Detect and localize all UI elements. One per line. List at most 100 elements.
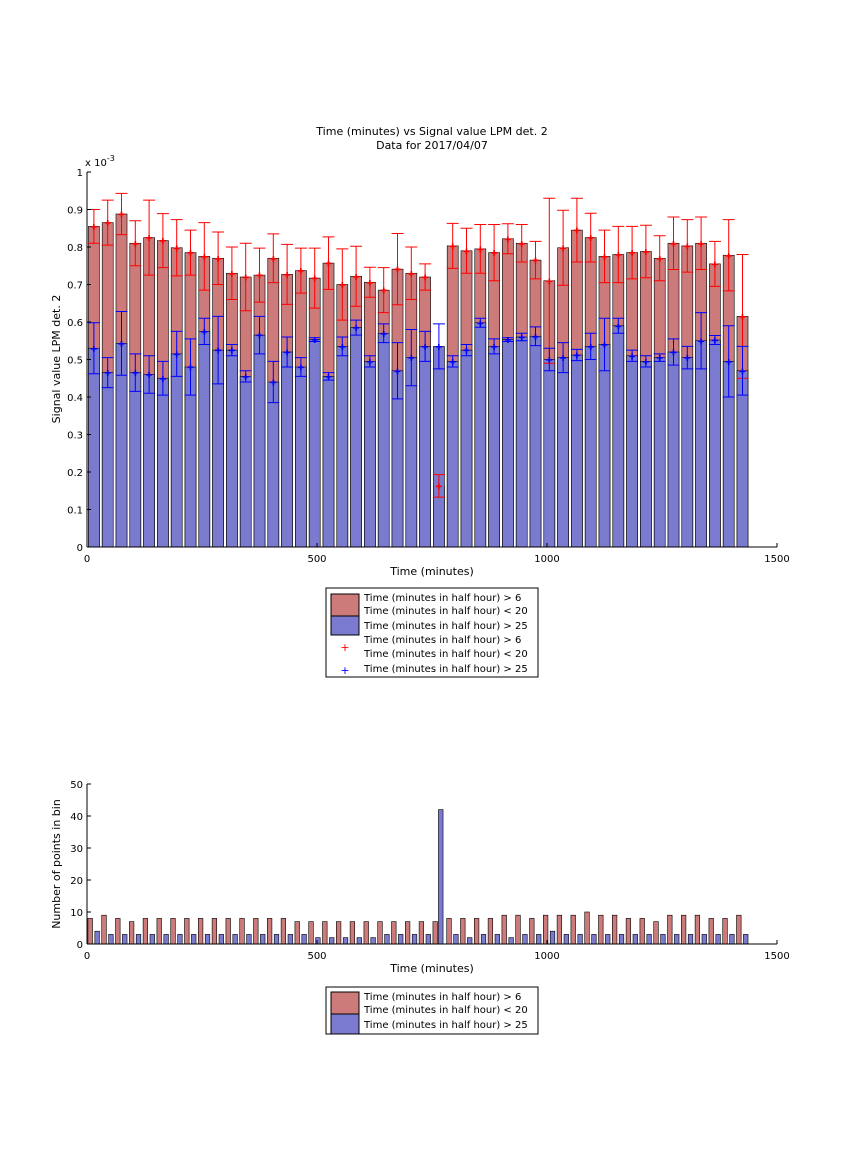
marker-red-2: + <box>118 210 125 219</box>
bar-blue-1-10 <box>232 934 238 945</box>
marker-blue-5: + <box>160 374 167 383</box>
count-chart: 0 500 1000 1500 0 10 20 30 40 50 Time (minutes) N… <box>50 780 790 975</box>
bar-red-1-11 <box>239 918 245 945</box>
marker-blue-23: + <box>408 354 415 363</box>
errorbar-blue-9: + <box>212 315 225 385</box>
bar-blue-1-7 <box>191 934 197 945</box>
bar-red-1-40 <box>639 918 645 945</box>
bar-red-1-41 <box>653 921 659 945</box>
bar-red-1-32 <box>529 918 535 945</box>
errorbar-red-12: + <box>253 247 266 303</box>
bar-blue-1-12 <box>260 934 266 945</box>
y-tick-label-1-4: 40 <box>70 812 83 823</box>
marker-blue-38: + <box>615 322 622 331</box>
bar-blue-0-37 <box>598 344 611 548</box>
errorbar-blue-34: + <box>557 342 570 374</box>
bar-blue-0-33 <box>543 359 556 548</box>
bar-blue-0-8 <box>198 331 211 548</box>
bar-blue-1-39 <box>632 934 638 945</box>
marker-blue-36: + <box>587 342 594 351</box>
legend-blue-marker-icon: + <box>340 664 349 677</box>
x-tick-label-1-1: 500 <box>307 951 326 962</box>
marker-blue-6: + <box>173 350 180 359</box>
marker-red-39: + <box>629 249 636 258</box>
marker-blue-1: + <box>104 369 111 378</box>
y-tick-label-0-5: 0.5 <box>67 356 83 367</box>
bar-blue-1-20 <box>370 937 376 945</box>
marker-red-44: + <box>698 239 705 248</box>
bar-blue-0-19 <box>350 327 362 548</box>
bar-blue-1-23 <box>411 934 418 945</box>
errorbar-blue-2: + <box>115 311 128 376</box>
marker-red-46: + <box>725 251 732 260</box>
bar-red-1-19 <box>349 921 356 945</box>
bar-red-1-4 <box>142 918 149 945</box>
marker-blue-15: + <box>298 363 305 372</box>
bar-red-1-45 <box>708 918 714 945</box>
y-exponent-power: -3 <box>107 154 115 163</box>
bar-red-1-38 <box>612 914 618 945</box>
count-legend-blue-swatch <box>330 1013 360 1035</box>
errorbar-red-36: + <box>584 212 597 263</box>
errorbar-blue-45: + <box>708 335 721 346</box>
errorbar-blue-6: + <box>170 330 183 377</box>
errorbar-blue-35: + <box>570 348 583 362</box>
errorbar-red-35: + <box>570 197 583 263</box>
errorbar-blue-30: + <box>501 335 514 345</box>
marker-red-25: + <box>436 482 443 491</box>
bar-red-1-43 <box>681 914 687 945</box>
marker-red-6: + <box>173 244 180 253</box>
signal-legend-frame <box>325 587 539 678</box>
bar-blue-0-1 <box>101 372 114 548</box>
errorbar-red-29: + <box>488 224 501 282</box>
errorbar-red-8: + <box>198 222 211 291</box>
bar-red-1-21 <box>377 921 383 945</box>
marker-red-43: + <box>684 242 691 251</box>
bar-blue-0-16 <box>308 339 321 548</box>
bar-blue-0-38 <box>612 325 625 548</box>
legend-blue-swatch <box>330 615 360 636</box>
errorbar-blue-22: + <box>391 342 404 400</box>
marker-blue-25: + <box>436 342 443 351</box>
marker-blue-9: + <box>215 346 222 355</box>
marker-red-29: + <box>491 249 498 258</box>
errorbar-blue-36: + <box>584 332 597 360</box>
x-tick-label-0-3: 1500 <box>764 554 789 565</box>
count-legend: Time (minutes in half hour) > 6 Time (mi… <box>325 986 539 1035</box>
errorbar-blue-3: + <box>129 353 142 392</box>
bar-blue-0-3 <box>129 372 142 548</box>
errorbar-blue-12: + <box>253 315 266 355</box>
bar-blue-0-40 <box>640 361 652 548</box>
errorbar-red-9: + <box>212 231 225 285</box>
y-exponent-base: x 10 <box>85 158 107 169</box>
errorbar-blue-41: + <box>653 353 666 363</box>
y-tick-label-1-1: 10 <box>70 908 83 919</box>
bar-blue-1-15 <box>301 934 307 945</box>
bar-blue-1-17 <box>329 937 335 945</box>
bar-red-1-16 <box>308 921 314 945</box>
bar-blue-1-4 <box>149 934 155 945</box>
errorbar-red-20: + <box>363 266 376 298</box>
y-tick-label-1-5: 50 <box>70 780 83 791</box>
errorbar-blue-43: + <box>681 345 694 370</box>
bar-blue-1-1 <box>108 934 114 945</box>
bar-blue-0-32 <box>529 335 542 548</box>
bar-blue-1-42 <box>674 934 680 945</box>
errorbar-blue-4: + <box>143 355 156 394</box>
marker-blue-11: + <box>242 372 249 381</box>
marker-blue-40: + <box>643 357 650 366</box>
bar-blue-0-41 <box>653 357 666 548</box>
x-tick-label-0-1: 500 <box>307 554 326 565</box>
count-legend-frame <box>325 986 539 1035</box>
marker-red-36: + <box>587 234 594 243</box>
marker-blue-37: + <box>601 341 608 350</box>
bar-blue-0-43 <box>681 357 694 548</box>
bar-red-1-42 <box>667 914 673 945</box>
bar-blue-1-37 <box>605 934 611 945</box>
bar-blue-1-24 <box>425 934 431 945</box>
errorbar-blue-47: + <box>736 345 749 396</box>
bar-red-1-15 <box>294 921 300 945</box>
marker-blue-34: + <box>560 354 567 363</box>
marker-red-14: + <box>284 270 291 279</box>
